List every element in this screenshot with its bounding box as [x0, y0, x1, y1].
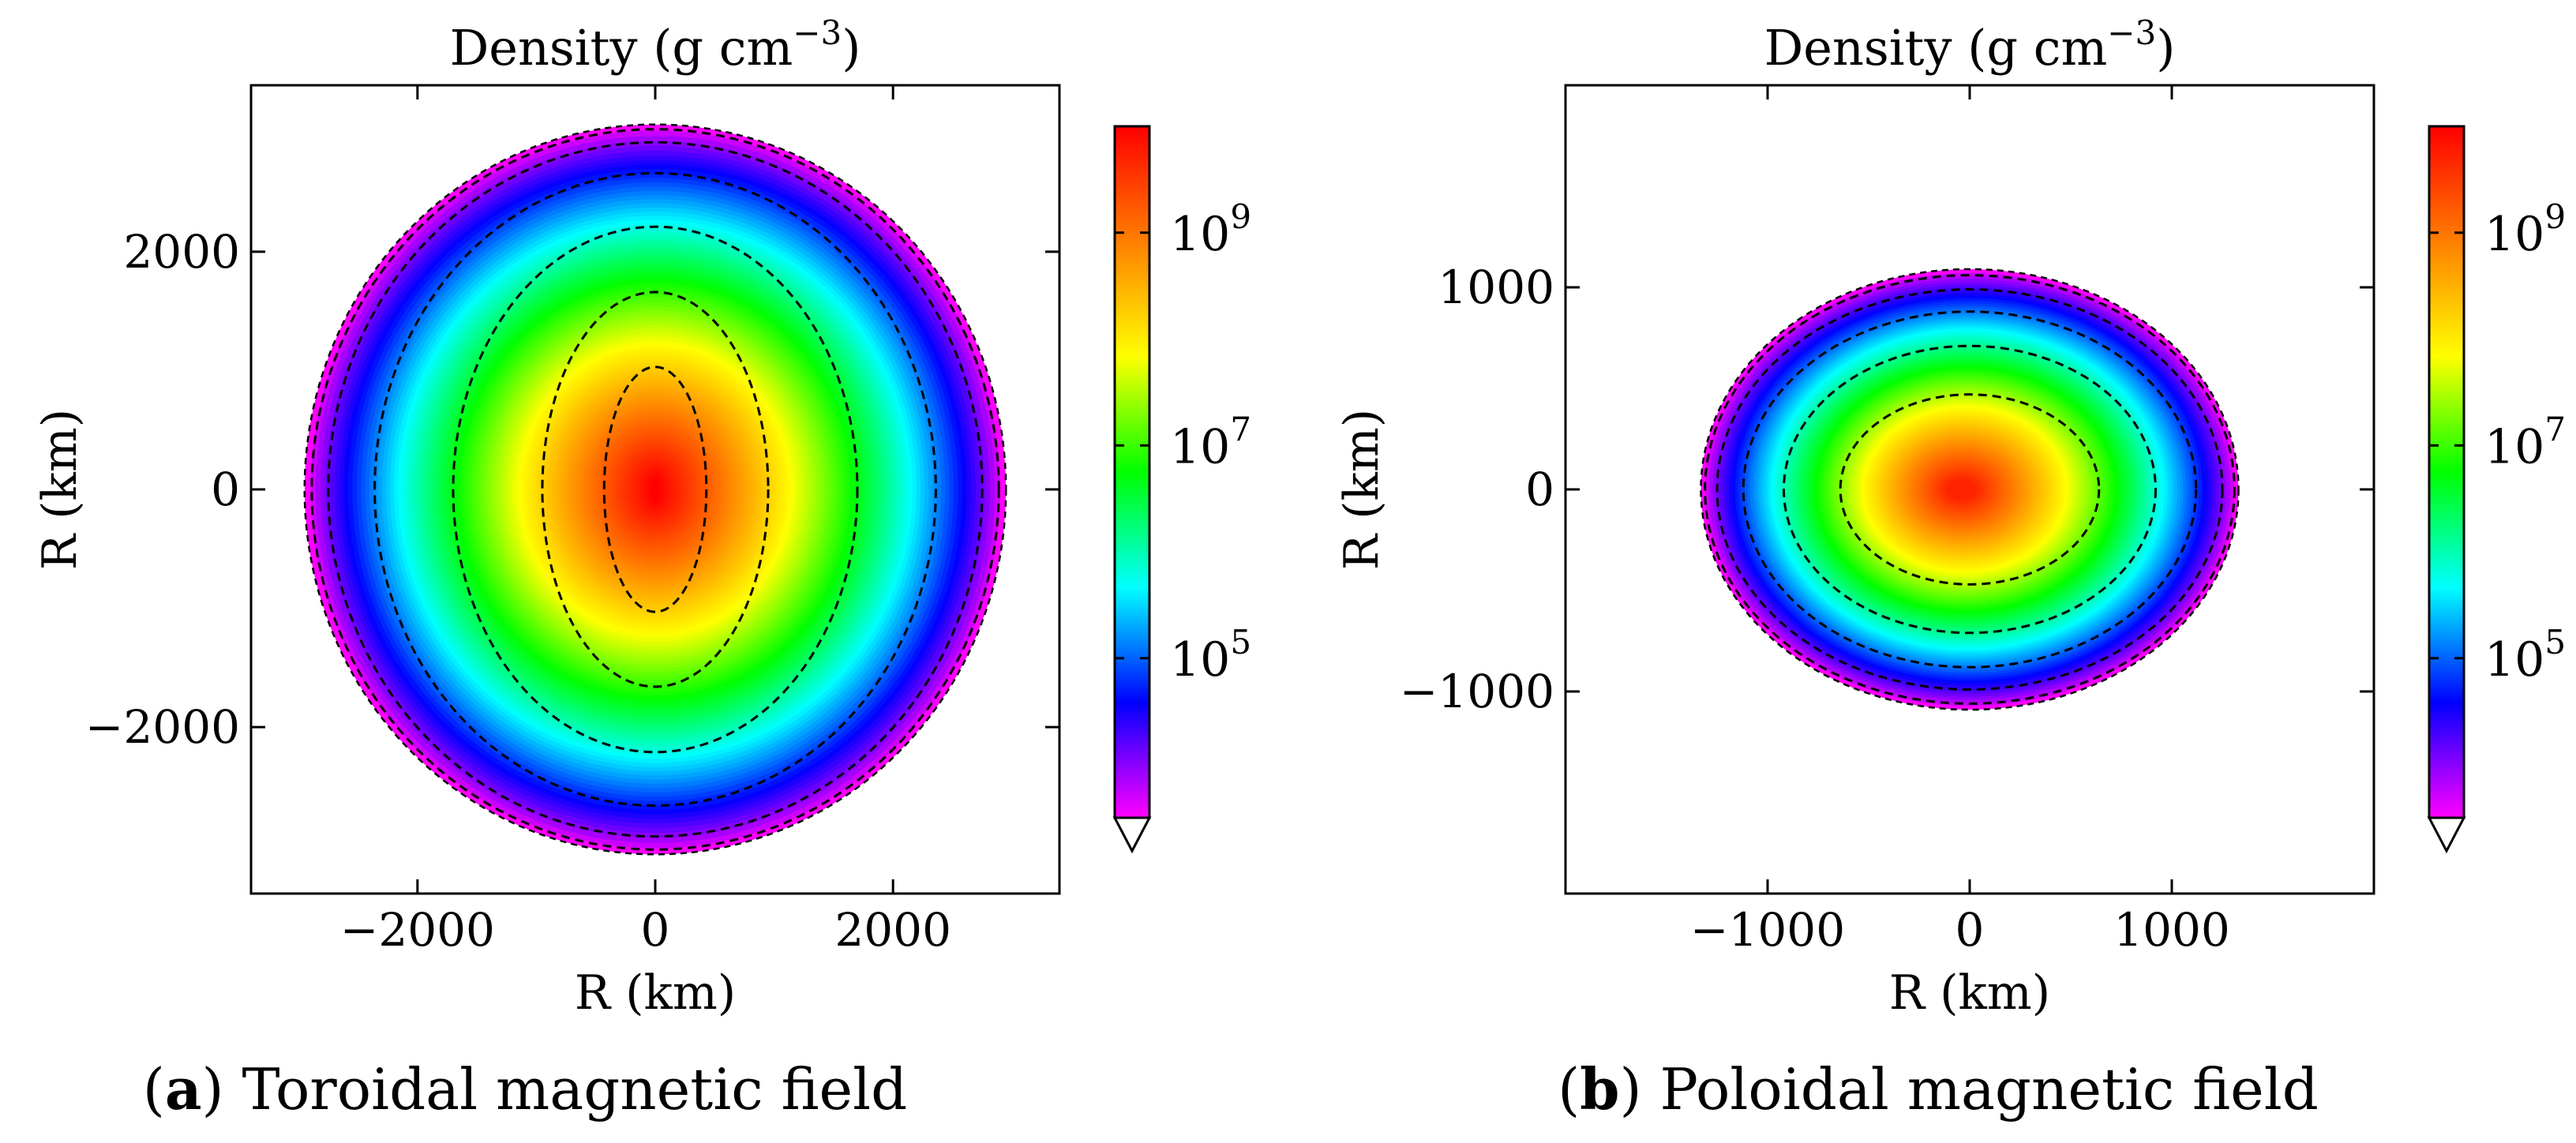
density-contour [310, 128, 1000, 851]
density-contour [1704, 274, 2236, 705]
x-tick-label: 2000 [834, 903, 951, 957]
y-tick-label: 0 [1525, 463, 1554, 516]
panel-b-title: Density (g cm−3) [1764, 13, 2176, 77]
panel-a: Density (g cm−3) −2000 0 2000 2000 0 −2000 R … [32, 13, 1251, 1122]
y-tick-label: −1000 [1400, 665, 1554, 718]
colorbar-tick-label: 105 [2484, 623, 2566, 688]
panel-a-caption: (a) Toroidal magnetic field [143, 1055, 907, 1122]
colorbar-tick-label: 105 [1170, 623, 1251, 688]
density-contour [602, 365, 708, 613]
density-band [1947, 478, 1977, 500]
density-contour [327, 141, 984, 838]
panel-b-plot-area [1700, 268, 2240, 711]
colorbar-frame [2428, 125, 2465, 819]
panel-a-colorbar: 109 107 105 [1112, 125, 1251, 854]
y-tick-label: 0 [211, 463, 240, 516]
density-contour [452, 225, 859, 754]
y-tick-label: 1000 [1438, 260, 1554, 314]
x-tick-label: 0 [641, 903, 670, 957]
colorbar-tick-label: 109 [1170, 197, 1251, 262]
y-tick-label: 2000 [123, 225, 240, 279]
colorbar-gradient [1115, 126, 1149, 818]
x-tick-label: 1000 [2113, 903, 2230, 957]
panel-a-density-field [304, 124, 1007, 855]
colorbar-tick-label: 109 [2484, 197, 2566, 262]
panel-a-ticks: −2000 0 2000 2000 0 −2000 [85, 85, 1059, 957]
star-surface-contour [303, 123, 1007, 856]
x-tick-label: −2000 [340, 903, 495, 957]
colorbar-tick-label: 107 [2484, 410, 2566, 474]
colorbar-extend-min [2427, 816, 2466, 854]
panel-b: Density (g cm−3) −1000 0 1000 1000 0 −1000 R … [1334, 13, 2566, 1122]
colorbar-gradient [2429, 126, 2464, 818]
panel-a-plot-area [303, 123, 1007, 856]
density-contour [373, 171, 937, 808]
density-contour [1839, 393, 2101, 586]
panel-a-ylabel: R (km) [32, 409, 88, 570]
density-contour [1782, 344, 2158, 635]
colorbar-frame [1113, 125, 1151, 819]
x-tick-label: 0 [1955, 903, 1985, 957]
star-surface-contour [1700, 268, 2240, 711]
panel-a-title: Density (g cm−3) [450, 13, 861, 77]
density-contour [541, 290, 770, 688]
colorbar-tick-label: 107 [1170, 410, 1251, 474]
colorbar-extend-min [1112, 816, 1152, 854]
panel-b-xlabel: R (km) [1889, 965, 2050, 1021]
density-contour [1742, 310, 2198, 669]
panel-b-colorbar: 109 107 105 [2427, 125, 2566, 854]
panel-b-ylabel: R (km) [1334, 409, 1389, 570]
panel-a-xlabel: R (km) [575, 965, 736, 1021]
panel-b-caption: (b) Poloidal magnetic field [1558, 1055, 2319, 1122]
x-tick-label: −1000 [1690, 903, 1845, 957]
panel-b-density-field [1700, 268, 2239, 710]
density-contour [1715, 288, 2224, 691]
y-tick-label: −2000 [85, 700, 240, 754]
density-band [651, 478, 660, 501]
panel-b-ticks: −1000 0 1000 1000 0 −1000 [1400, 85, 2374, 957]
